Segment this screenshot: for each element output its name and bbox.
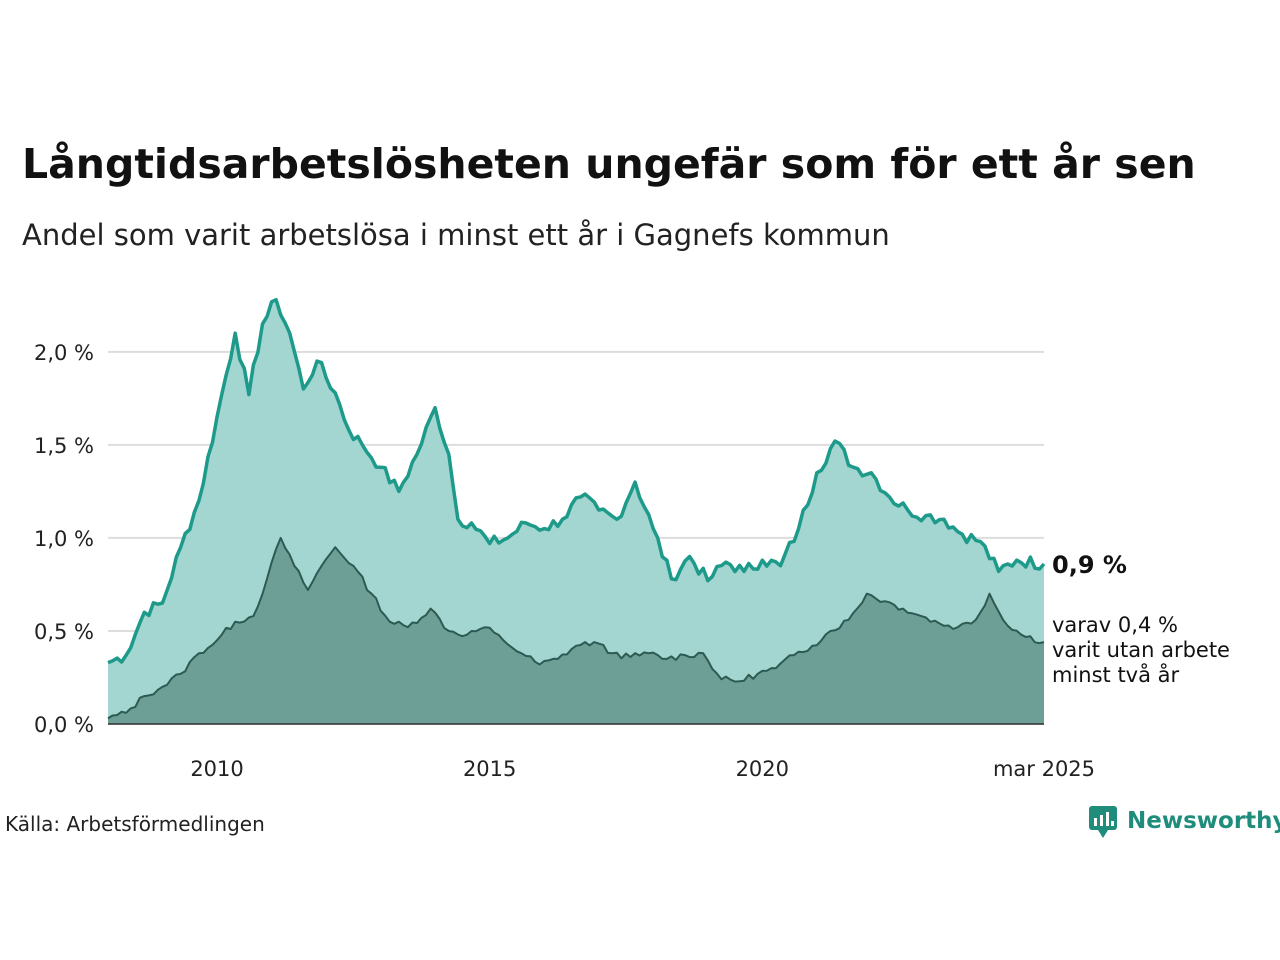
brand-logo: Newsworthy <box>1089 806 1280 838</box>
series-two-year-line <box>107 536 1045 720</box>
end-note-line-3: minst två år <box>1052 662 1180 687</box>
x-axis: 2010 2015 2020 mar 2025 <box>190 757 1095 781</box>
end-value-label: 0,9 % <box>1052 551 1127 579</box>
y-axis: 0,0 % 0,5 % 1,0 % 1,5 % 2,0 % <box>34 341 94 737</box>
y-tick-label: 0,5 % <box>34 620 94 644</box>
series-two-year-area <box>108 537 1044 724</box>
chart-title: Långtidsarbetslösheten ungefär som för e… <box>22 140 1196 188</box>
y-tick-label: 1,5 % <box>34 434 94 458</box>
plot-area <box>107 297 1046 725</box>
chat-bars-icon <box>1089 806 1117 838</box>
end-note-line-1: varav 0,4 % <box>1052 613 1178 637</box>
x-tick-label: 2015 <box>463 757 516 781</box>
end-note-line-2: varit utan arbete <box>1052 638 1230 662</box>
chart-subtitle: Andel som varit arbetslösa i minst ett å… <box>22 218 890 252</box>
y-tick-label: 0,0 % <box>34 713 94 737</box>
y-tick-label: 1,0 % <box>34 527 94 551</box>
x-tick-label: mar 2025 <box>993 757 1095 781</box>
x-tick-label: 2010 <box>190 757 243 781</box>
x-tick-label: 2020 <box>736 757 789 781</box>
y-tick-label: 2,0 % <box>34 341 94 365</box>
series-long-term-line <box>107 297 1046 665</box>
source-note: Källa: Arbetsförmedlingen <box>5 812 265 836</box>
brand-name: Newsworthy <box>1127 808 1280 834</box>
